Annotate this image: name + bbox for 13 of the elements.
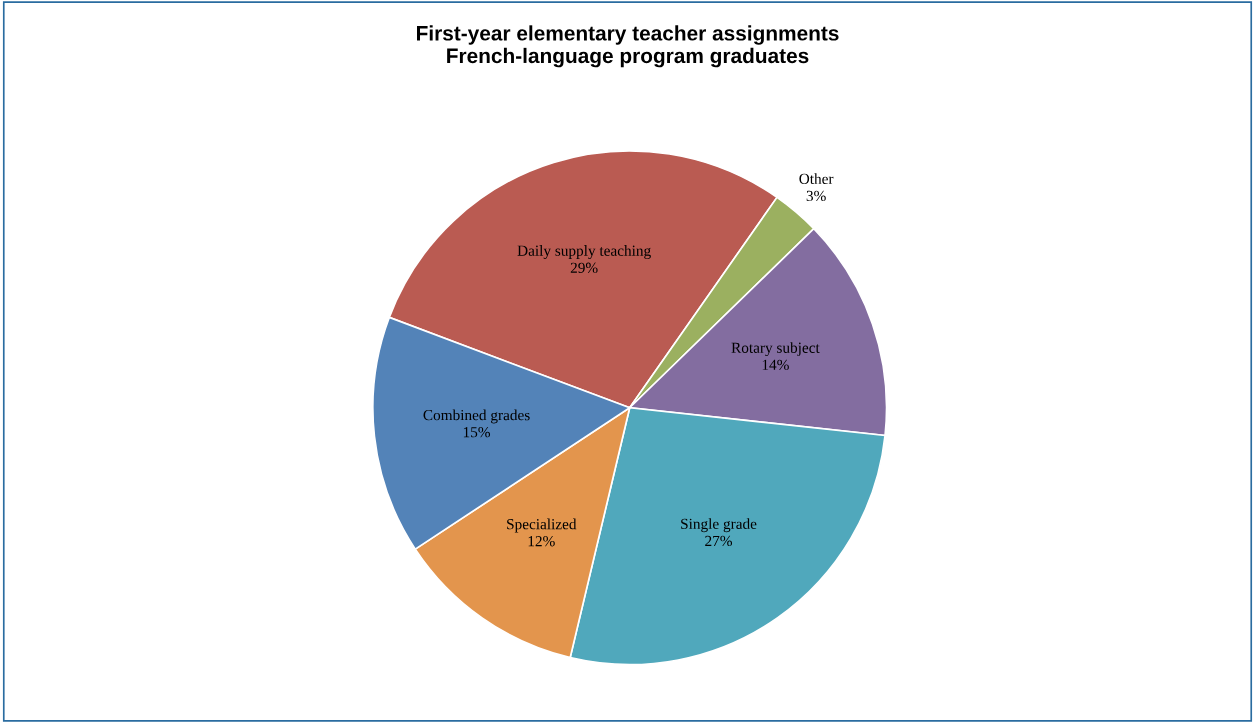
- data-label: 3%: [806, 190, 826, 202]
- slice-label: Daily supply teaching: [517, 245, 651, 259]
- data-label: 15%: [463, 427, 491, 438]
- slice-label: Other: [799, 173, 834, 185]
- data-label: 29%: [570, 262, 598, 273]
- chart-title: First-year elementary teacher assignments French-language program graduates: [417, 25, 839, 68]
- data-label: 14%: [762, 359, 789, 371]
- data-label: 12%: [528, 536, 555, 547]
- data-label: 27%: [705, 535, 733, 547]
- slice-label: Single grade: [681, 518, 757, 533]
- slice-label: Combined grades: [423, 409, 530, 424]
- slice-label: Specialized: [507, 518, 577, 533]
- slice-label: Rotary subject: [731, 342, 820, 357]
